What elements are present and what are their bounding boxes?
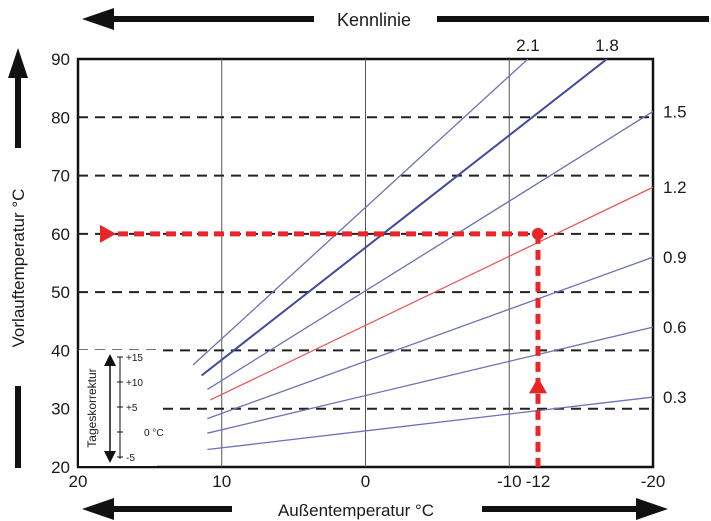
- y-tick-label: 30: [51, 400, 70, 419]
- x-tick-label: 20: [69, 472, 88, 491]
- y-tick-label: 60: [51, 225, 70, 244]
- y-tick-label: 20: [51, 458, 70, 477]
- ylabel-arrow-shaft-bottom: [15, 386, 21, 468]
- y-tick-label: 50: [51, 283, 70, 302]
- inset-tick-label: -5: [126, 453, 135, 464]
- xlabel-arrow-shaft-left: [110, 506, 232, 512]
- inset-tick-label: +10: [126, 378, 143, 389]
- curve-label: 1.5: [663, 102, 687, 121]
- curve-line: [202, 59, 607, 375]
- x-tick-label: 0: [361, 472, 370, 491]
- xlabel-arrow-head-right: [636, 498, 668, 520]
- example-arrow-up: [529, 377, 547, 393]
- y-tick-label: 80: [51, 108, 70, 127]
- title-arrow-shaft-left: [110, 16, 314, 22]
- curve-label: 2.1: [516, 36, 540, 55]
- x-tick-label: -10: [497, 472, 522, 491]
- curve-line: [207, 111, 653, 389]
- x-tick-label: -20: [641, 472, 666, 491]
- xlabel-arrow-head-left: [82, 498, 114, 520]
- curve-line: [207, 327, 653, 433]
- title-arrow-head: [82, 8, 114, 30]
- ylabel-arrow-head: [8, 48, 28, 78]
- chart-title: Kennlinie: [337, 10, 411, 30]
- curve-label: 0.3: [663, 388, 687, 407]
- curve-line: [207, 397, 653, 449]
- inset-tick-label: +5: [126, 403, 138, 414]
- curve-label: 0.6: [663, 318, 687, 337]
- inset-tick-label: +15: [126, 353, 143, 364]
- y-axis-label: Vorlauftemperatur °C: [9, 189, 28, 348]
- y-tick-label: 70: [51, 167, 70, 186]
- inset-label: Tageskorrektur: [85, 368, 99, 447]
- x-tick-label: 10: [212, 472, 231, 491]
- day-correction-inset: Tageskorrektur +15 +10 +5 0 °C -5: [79, 350, 164, 466]
- curve-line: [193, 59, 528, 365]
- ylabel-arrow-shaft-top: [15, 74, 21, 148]
- y-tick-label: 40: [51, 341, 70, 360]
- y-tick-label: 90: [51, 50, 70, 69]
- example-arrow-right: [100, 225, 116, 243]
- title-arrow-shaft-right: [437, 16, 709, 22]
- xlabel-arrow-shaft-right: [482, 506, 642, 512]
- curve-line: [207, 257, 653, 418]
- curve-label: 0.9: [663, 248, 687, 267]
- curve-line: [210, 187, 653, 400]
- curve-label: 1.2: [663, 178, 687, 197]
- grid: [78, 59, 653, 467]
- x-axis-label: Außentemperatur °C: [278, 501, 434, 520]
- x-tick-label: -12: [526, 472, 551, 491]
- example-point: [532, 228, 544, 240]
- curve-label: 1.8: [595, 36, 619, 55]
- inset-tick-label: 0 °C: [144, 428, 164, 439]
